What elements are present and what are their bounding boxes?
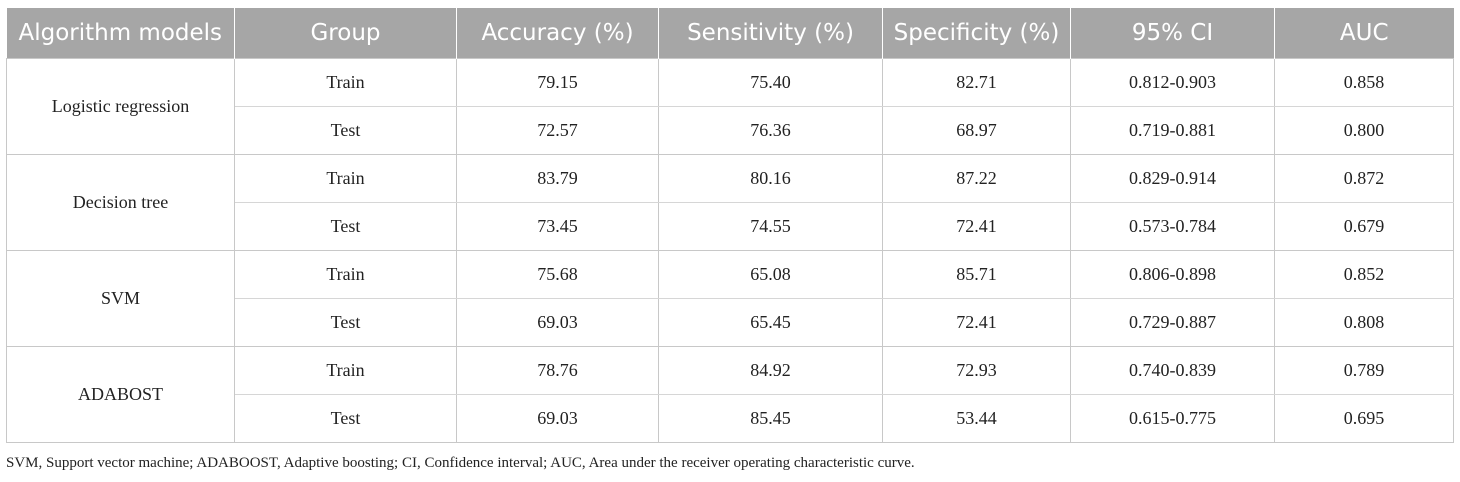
- accuracy-cell: 83.79: [456, 154, 659, 203]
- table-row: Decision tree Train 83.79 80.16 87.22 0.…: [6, 154, 1454, 251]
- group-cell: Train: [234, 154, 457, 203]
- header-95-ci: 95% CI: [1070, 8, 1275, 59]
- table-row: Test 69.03 65.45 72.41 0.729-0.887 0.808: [7, 298, 1454, 347]
- group-cell: Train: [234, 250, 457, 299]
- sensitivity-cell: 74.55: [658, 202, 883, 251]
- ci-cell: 0.740-0.839: [1070, 346, 1275, 395]
- model-name-cell: Decision tree: [6, 154, 235, 251]
- group-cell: Train: [234, 58, 457, 107]
- specificity-cell: 68.97: [882, 106, 1071, 155]
- ci-cell: 0.615-0.775: [1070, 394, 1275, 443]
- results-table: Algorithm models Group Accuracy (%) Sens…: [6, 8, 1454, 443]
- specificity-cell: 72.93: [882, 346, 1071, 395]
- model-name-cell: Logistic regression: [6, 58, 235, 155]
- accuracy-cell: 75.68: [456, 250, 659, 299]
- specificity-cell: 72.41: [882, 298, 1071, 347]
- auc-cell: 0.872: [1274, 154, 1454, 203]
- table-row: Test 73.45 74.55 72.41 0.573-0.784 0.679: [7, 202, 1454, 251]
- table-row: Test 69.03 85.45 53.44 0.615-0.775 0.695: [7, 394, 1454, 443]
- auc-cell: 0.852: [1274, 250, 1454, 299]
- model-name-cell: SVM: [6, 250, 235, 347]
- accuracy-cell: 72.57: [456, 106, 659, 155]
- auc-cell: 0.695: [1274, 394, 1454, 443]
- auc-cell: 0.858: [1274, 58, 1454, 107]
- accuracy-cell: 73.45: [456, 202, 659, 251]
- ci-cell: 0.812-0.903: [1070, 58, 1275, 107]
- sensitivity-cell: 80.16: [658, 154, 883, 203]
- table-footnote: SVM, Support vector machine; ADABOOST, A…: [6, 455, 915, 471]
- header-sensitivity: Sensitivity (%): [658, 8, 883, 59]
- accuracy-cell: 78.76: [456, 346, 659, 395]
- specificity-cell: 87.22: [882, 154, 1071, 203]
- auc-cell: 0.679: [1274, 202, 1454, 251]
- sensitivity-cell: 75.40: [658, 58, 883, 107]
- ci-cell: 0.806-0.898: [1070, 250, 1275, 299]
- ci-cell: 0.729-0.887: [1070, 298, 1275, 347]
- sensitivity-cell: 65.08: [658, 250, 883, 299]
- group-cell: Test: [234, 202, 457, 251]
- header-algorithm-models: Algorithm models: [6, 8, 235, 59]
- accuracy-cell: 69.03: [456, 394, 659, 443]
- specificity-cell: 72.41: [882, 202, 1071, 251]
- ci-cell: 0.829-0.914: [1070, 154, 1275, 203]
- auc-cell: 0.789: [1274, 346, 1454, 395]
- header-group: Group: [234, 8, 457, 59]
- ci-cell: 0.573-0.784: [1070, 202, 1275, 251]
- ci-cell: 0.719-0.881: [1070, 106, 1275, 155]
- table-row: ADABOST Train 78.76 84.92 72.93 0.740-0.…: [6, 346, 1454, 443]
- results-table-container: Algorithm models Group Accuracy (%) Sens…: [6, 8, 1454, 443]
- group-cell: Test: [234, 106, 457, 155]
- header-auc: AUC: [1274, 8, 1454, 59]
- table-row: Logistic regression Train 79.15 75.40 82…: [6, 58, 1454, 155]
- group-cell: Test: [234, 298, 457, 347]
- specificity-cell: 53.44: [882, 394, 1071, 443]
- header-accuracy: Accuracy (%): [456, 8, 659, 59]
- sensitivity-cell: 76.36: [658, 106, 883, 155]
- table-row: SVM Train 75.68 65.08 85.71 0.806-0.898 …: [6, 250, 1454, 347]
- group-cell: Test: [234, 394, 457, 443]
- table-row: Test 72.57 76.36 68.97 0.719-0.881 0.800: [7, 106, 1454, 155]
- model-name-cell: ADABOST: [6, 346, 235, 443]
- header-specificity: Specificity (%): [882, 8, 1071, 59]
- sensitivity-cell: 84.92: [658, 346, 883, 395]
- sensitivity-cell: 65.45: [658, 298, 883, 347]
- header-row: Algorithm models Group Accuracy (%) Sens…: [6, 8, 1454, 59]
- group-cell: Train: [234, 346, 457, 395]
- specificity-cell: 82.71: [882, 58, 1071, 107]
- auc-cell: 0.808: [1274, 298, 1454, 347]
- accuracy-cell: 69.03: [456, 298, 659, 347]
- accuracy-cell: 79.15: [456, 58, 659, 107]
- specificity-cell: 85.71: [882, 250, 1071, 299]
- sensitivity-cell: 85.45: [658, 394, 883, 443]
- auc-cell: 0.800: [1274, 106, 1454, 155]
